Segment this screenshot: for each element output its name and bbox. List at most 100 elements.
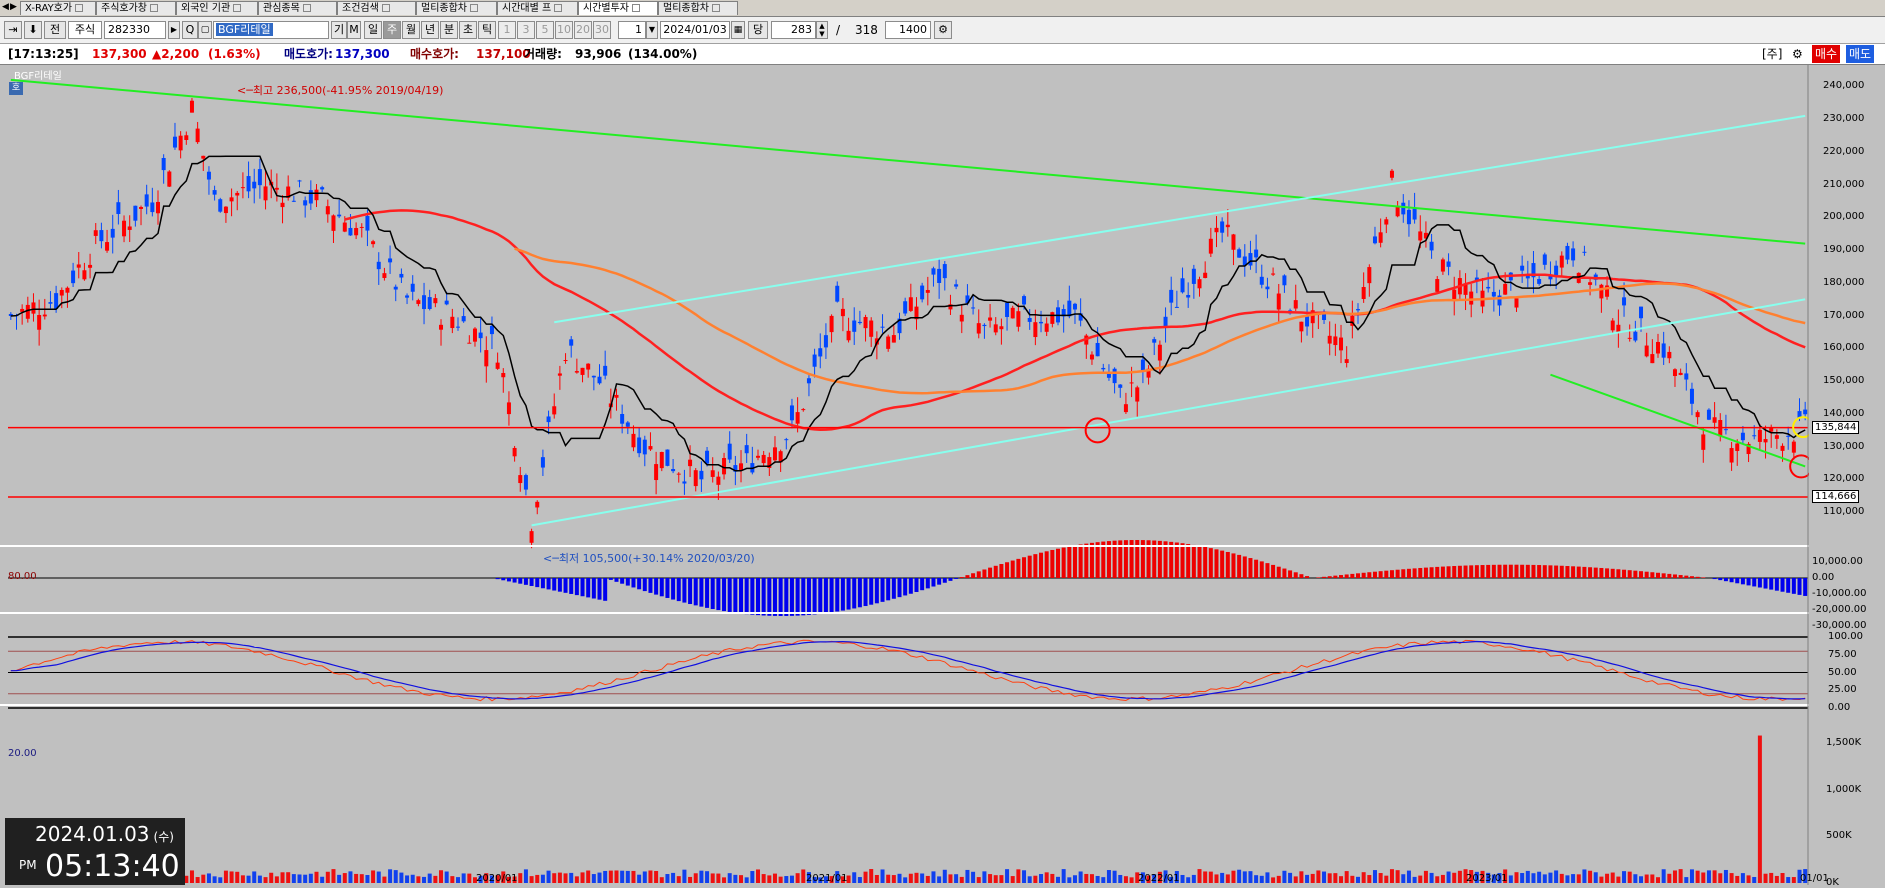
period-1-button[interactable]: 주: [383, 21, 401, 39]
gi-button[interactable]: 기: [331, 21, 347, 39]
volume-bar: [756, 869, 760, 883]
sell-button[interactable]: 매도: [1846, 45, 1875, 63]
macd-bar: [954, 578, 959, 579]
interval-input[interactable]: 1: [618, 21, 646, 39]
candle-body: [812, 354, 817, 367]
tab-close-icon[interactable]: [233, 4, 242, 12]
candle-body: [506, 402, 511, 415]
tab-close-icon[interactable]: [554, 4, 563, 12]
period-2-button[interactable]: 월: [402, 21, 420, 39]
tab-1[interactable]: 주식호가창: [96, 1, 176, 15]
weekly-label[interactable]: [주]: [1762, 47, 1783, 61]
chart-title: BGF리테일: [14, 71, 62, 82]
volume-bar: [982, 871, 987, 883]
macd-bar: [1452, 566, 1457, 578]
macd-bar: [614, 578, 619, 582]
period-3-button[interactable]: 년: [421, 21, 439, 39]
interval-0-button[interactable]: 1: [498, 21, 516, 39]
search-icon[interactable]: Q: [182, 21, 198, 39]
tab-label: X-RAY호가: [25, 3, 73, 14]
volume-bar: [229, 871, 234, 883]
volume-bar: [297, 874, 302, 883]
macd-bar: [976, 571, 981, 578]
volume-bar: [240, 875, 245, 883]
price-change-pct: (1.63%): [208, 47, 261, 61]
volume-bar: [880, 869, 885, 883]
tab-close-icon[interactable]: [712, 4, 720, 12]
volume-bar: [784, 876, 789, 883]
macd-bar: [914, 578, 919, 592]
macd-bar: [891, 578, 896, 599]
period-0-button[interactable]: 일: [364, 21, 382, 39]
macd-bar: [795, 578, 800, 616]
tab-close-icon[interactable]: [632, 4, 640, 12]
tab-2[interactable]: 외국인 기관: [176, 1, 258, 15]
candle-body: [1689, 388, 1694, 404]
macd-bar: [1525, 564, 1530, 578]
tab-8[interactable]: 멀티종합차: [658, 1, 738, 15]
candle-body: [1248, 253, 1253, 266]
tab-scroll-right-button[interactable]: ▶: [10, 2, 17, 12]
tab-0[interactable]: X-RAY호가: [20, 1, 96, 15]
buy-button[interactable]: 매수: [1812, 45, 1841, 63]
tab-3[interactable]: 관심종목: [258, 1, 337, 15]
tab-scroll-left-button[interactable]: ◀: [2, 2, 9, 12]
count-input[interactable]: 283: [771, 21, 816, 39]
zoom-input[interactable]: 1400: [885, 21, 931, 39]
tab-7[interactable]: 시간별투자: [578, 1, 658, 15]
candle-body: [1650, 354, 1655, 364]
jeon-button[interactable]: 전: [44, 21, 66, 39]
date-input[interactable]: 2024/01/03: [660, 21, 730, 39]
link-icon[interactable]: ⇥: [4, 21, 22, 39]
period-4-button[interactable]: 분: [440, 21, 458, 39]
tab-5[interactable]: 멀티종합차: [416, 1, 497, 15]
interval-5-button[interactable]: 30: [593, 21, 611, 39]
dang-button[interactable]: 당: [748, 21, 768, 39]
candle-body: [908, 297, 913, 311]
volume-bar: [1644, 874, 1649, 883]
interval-2-button[interactable]: 5: [536, 21, 554, 39]
candle-body: [359, 226, 364, 228]
tab-close-icon[interactable]: [150, 4, 158, 12]
chart-settings-icon[interactable]: ⚙: [934, 21, 952, 39]
volume-bar: [478, 875, 483, 883]
macd-bar: [1571, 566, 1576, 578]
trendline-green-upper: [10, 78, 1806, 245]
settings-gear-icon[interactable]: ⚙: [1792, 47, 1803, 61]
interval-1-button[interactable]: 3: [517, 21, 535, 39]
indicator-badge[interactable]: 호: [9, 82, 23, 95]
stock-name-field[interactable]: BGF리테일: [213, 21, 329, 39]
interval-4-button[interactable]: 20: [574, 21, 592, 39]
count-spin-icon[interactable]: ▲ ▼: [816, 21, 828, 39]
tab-6[interactable]: 시간대별 프: [497, 1, 578, 15]
tab-close-icon[interactable]: [75, 4, 84, 12]
candle-body: [1350, 315, 1355, 326]
interval-3-button[interactable]: 10: [555, 21, 573, 39]
tab-4[interactable]: 조건검색: [337, 1, 416, 15]
market-select[interactable]: 주식: [68, 21, 102, 39]
stock-chart[interactable]: [0, 65, 1885, 885]
code-dropdown-icon[interactable]: ▶: [168, 21, 180, 39]
save-icon[interactable]: ⬇: [24, 21, 42, 39]
candle-body: [1418, 231, 1423, 241]
stock-edit-icon[interactable]: ▢: [198, 21, 212, 39]
period-5-button[interactable]: 초: [459, 21, 477, 39]
tab-label: 시간대별 프: [502, 3, 552, 14]
candle-body: [580, 367, 585, 375]
tab-close-icon[interactable]: [470, 4, 478, 12]
interval-dropdown-icon[interactable]: ▼: [646, 21, 658, 39]
volume-bar: [1010, 876, 1015, 883]
m-button[interactable]: M: [347, 21, 361, 39]
macd-bar: [1695, 576, 1700, 578]
chart-area[interactable]: BGF리테일 호 <─최고 236,500(-41.95% 2019/04/19…: [0, 65, 1885, 888]
candle-body: [965, 295, 970, 304]
calendar-icon[interactable]: ▦: [731, 21, 745, 39]
candle-body: [1039, 321, 1044, 324]
price-tick-label: 200,000: [1823, 211, 1865, 223]
candle-body: [427, 297, 432, 309]
stock-code-input[interactable]: 282330: [104, 21, 166, 39]
volume-bar: [654, 870, 659, 883]
period-6-button[interactable]: 틱: [478, 21, 496, 39]
tab-close-icon[interactable]: [302, 4, 311, 12]
tab-close-icon[interactable]: [381, 4, 390, 12]
